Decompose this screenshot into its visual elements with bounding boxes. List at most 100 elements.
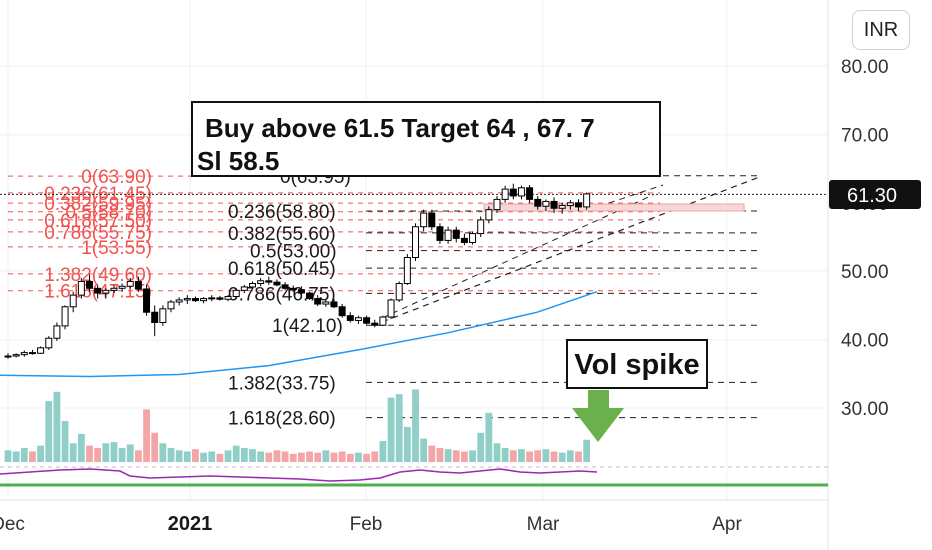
candle-body [28,352,36,355]
candle-body [191,298,199,302]
candle-body [330,301,338,308]
volume-bar [355,452,362,462]
volume-bar [338,451,346,462]
volume-bar [469,450,476,462]
volume-bar [224,450,232,462]
candle-body [575,202,582,208]
fib-level-label: 0.5(53.00) [250,242,337,263]
candle-body [517,187,525,197]
candle-body [550,200,558,209]
candle-body [143,288,151,313]
candle-body [37,347,45,354]
vol-spike-callout: Vol spike [566,339,708,389]
volume-bar [534,450,542,462]
volume-bar [61,421,69,462]
volume-bar [249,449,256,462]
volume-bar [273,450,281,462]
volume-bar [208,451,216,462]
candles [4,183,591,359]
volume-bar [550,451,558,462]
y-tick-label: 50.00 [841,262,889,283]
candle-body [371,322,379,326]
candle-body [485,209,493,221]
volume-bar [289,453,297,462]
fib-level-label: 0.618(50.45) [228,259,336,280]
volume-bars [4,389,591,462]
candle-body [412,226,419,259]
volume-bar [452,450,460,462]
fib-red-level-label: 1.382(49.60) [44,265,152,286]
volume-bar [526,451,533,462]
volume-bar [412,389,419,462]
candle-body [216,297,224,300]
candle-body [363,317,371,324]
candle-body [542,200,550,207]
volume-bar [322,450,330,462]
candle-body [102,289,110,294]
time-axis[interactable]: Dec 2021 Feb Mar Apr [0,513,742,535]
candle-body [61,306,69,327]
candle-body [77,280,85,296]
candle-body [387,299,395,318]
candle-body [126,280,134,287]
volume-bar [330,452,338,462]
y-tick-label: 80.00 [841,57,889,78]
volume-bar [45,401,53,462]
candle-body [338,306,346,317]
candle-body [583,193,591,208]
down-arrow-icon [572,390,624,442]
volume-bar [4,450,12,462]
candle-body [151,311,159,323]
volume-bar [126,444,134,462]
volume-bar [94,447,102,462]
candle-body [265,280,273,283]
candle-body [509,188,517,197]
fib-level-label: 1.618(28.60) [228,409,336,430]
candle-body [354,317,362,321]
fib-level-label: 0.236(58.80) [228,202,336,223]
candle-body [69,294,77,308]
candle-body [403,257,411,285]
candle-body [86,280,93,289]
volume-bar [102,443,110,462]
callout-line-2: Sl 58.5 [197,146,279,176]
fib-red-lines: 0(63.90)0.236(61.45)0.382(59.95)0.5(58.7… [8,167,660,303]
candle-body [134,280,142,290]
volume-bar [346,453,354,462]
candle-body [183,298,191,301]
y-tick-label: 70.00 [841,125,889,146]
volume-bar [135,450,142,462]
fib-red-level-label: 0.5(58.70) [65,203,152,224]
volume-bar [583,439,591,462]
volume-bar [485,412,493,462]
currency-button[interactable]: INR [852,10,910,50]
fib-red-level-label: 0.382(59.95) [44,194,152,215]
volume-bar [159,443,167,462]
fib-level-label: 0.786(46.75) [228,284,336,305]
candle-body [257,280,265,285]
candle-body [436,226,444,241]
volume-bar [444,449,452,462]
volume-bar [501,447,509,462]
candle-body [200,298,208,302]
volume-bar [477,432,485,462]
candle-body [306,292,314,300]
volume-bar [509,450,517,462]
candle-body [289,287,297,291]
candle-body [469,233,477,243]
x-tick-label: Feb [350,514,383,535]
volume-bar [183,451,191,462]
volume-bar [542,449,550,462]
volume-bar [216,453,224,462]
x-tick-label: Mar [527,514,560,535]
candle-body [53,325,61,339]
volume-bar [86,445,93,462]
volume-bar [192,449,199,462]
volume-bar [575,451,582,462]
candle-body [558,205,566,209]
vol-spike-label: Vol spike [574,349,699,381]
volume-bar [257,451,265,462]
fib-red-level-label: 0(63.90) [81,167,152,188]
